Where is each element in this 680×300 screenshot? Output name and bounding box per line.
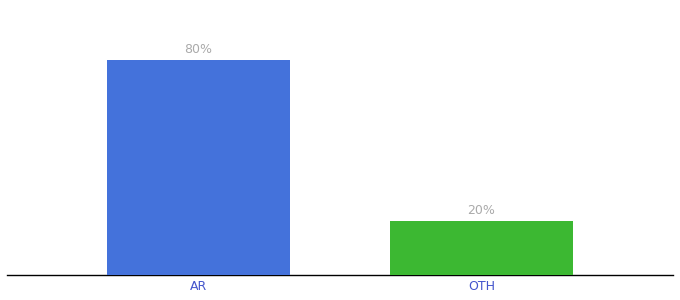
Text: 80%: 80% bbox=[184, 44, 212, 56]
Text: 20%: 20% bbox=[468, 204, 496, 217]
Bar bbox=[390, 221, 573, 274]
Bar bbox=[107, 61, 290, 275]
